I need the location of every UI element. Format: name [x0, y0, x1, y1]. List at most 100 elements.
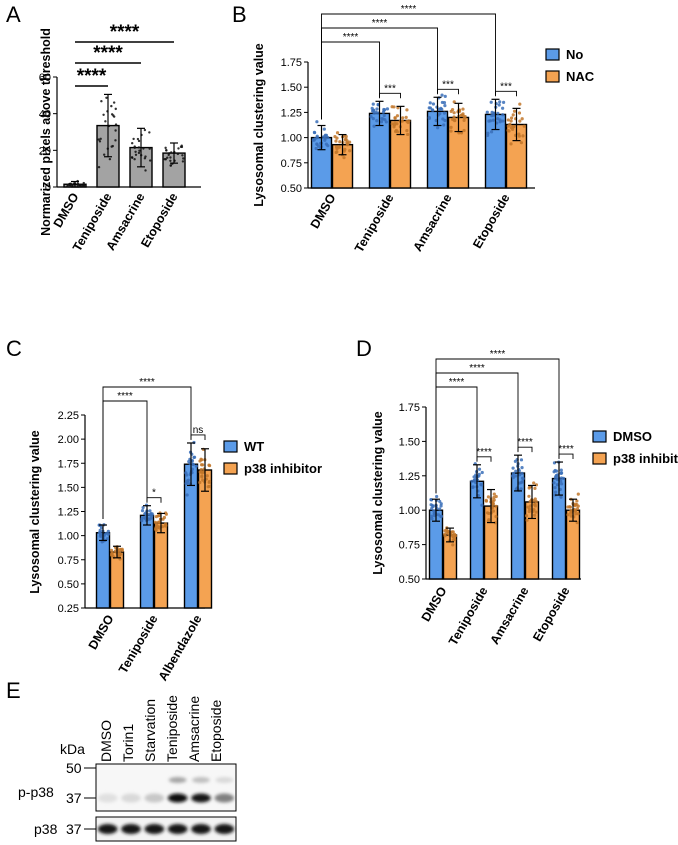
data-point	[569, 514, 573, 518]
data-point	[169, 156, 172, 159]
data-point	[326, 144, 330, 148]
data-point	[375, 119, 379, 123]
bar	[109, 551, 125, 609]
data-point	[371, 102, 375, 106]
data-point	[518, 102, 522, 106]
sig-bracket	[476, 456, 492, 462]
category-label: Albendazole	[156, 612, 205, 683]
data-point	[429, 497, 433, 502]
data-point	[345, 143, 350, 147]
blot-band	[191, 793, 211, 803]
blot-band	[167, 793, 188, 803]
data-point	[140, 519, 144, 523]
bands	[97, 777, 235, 834]
data-point	[486, 133, 490, 137]
data-point	[533, 502, 537, 507]
data-point	[532, 513, 537, 517]
marker-50: 50	[66, 760, 82, 776]
sig-bracket	[102, 400, 148, 520]
data-point	[82, 184, 86, 187]
data-point	[169, 159, 172, 162]
data-point	[143, 157, 147, 160]
blot-band	[97, 824, 118, 834]
data-point	[431, 102, 436, 106]
data-point	[100, 100, 103, 103]
data-point	[396, 106, 400, 110]
data-point	[114, 123, 118, 126]
data-point	[148, 131, 151, 134]
y-tick-label: 1.75	[58, 458, 79, 470]
data-point	[522, 124, 526, 128]
data-point	[509, 142, 513, 146]
chart-d: 0.50 0.75 1.00 1.25 1.50 1.75 Lysosomal cluste…	[371, 349, 678, 648]
sig-label: ****	[558, 444, 574, 455]
data-point	[372, 124, 376, 128]
data-point	[185, 479, 189, 483]
data-point	[406, 132, 410, 137]
blot-band	[144, 824, 165, 834]
data-point	[161, 517, 165, 521]
data-point	[315, 134, 319, 138]
data-point	[519, 458, 524, 462]
data-point	[164, 158, 168, 161]
lane-label-6: Etoposide	[208, 700, 224, 762]
data-point	[348, 140, 352, 144]
data-point	[334, 150, 338, 155]
legend-swatch	[223, 462, 238, 475]
data-point	[519, 141, 524, 145]
data-point	[428, 101, 432, 105]
data-point	[323, 138, 327, 142]
sig-bracket	[495, 90, 517, 97]
data-point	[106, 529, 110, 533]
data-point	[385, 107, 390, 111]
y-axis-label: Normarized pixels above threshold	[39, 28, 53, 236]
data-point	[191, 462, 195, 467]
data-point	[335, 131, 340, 135]
data-point	[206, 485, 210, 489]
sig-bracket	[321, 13, 496, 120]
data-point	[165, 149, 168, 152]
category-label: DMSO	[86, 612, 117, 652]
data-point	[501, 106, 505, 110]
data-point	[337, 145, 341, 149]
y-tick-label: 20	[39, 145, 51, 157]
blot-band-upper	[192, 777, 210, 783]
legend-label: p38 inhibitor	[613, 451, 678, 466]
data-point	[560, 482, 564, 486]
data-point	[405, 108, 409, 112]
data-point	[442, 123, 446, 127]
data-point	[502, 100, 506, 104]
legend-label: No	[566, 47, 583, 62]
panel-label-c: C	[6, 336, 22, 361]
data-point	[400, 119, 404, 123]
data-point	[509, 119, 513, 123]
data-point	[199, 467, 203, 472]
bar	[95, 532, 111, 609]
data-point	[315, 120, 319, 124]
data-point	[344, 134, 348, 139]
data-point	[142, 147, 145, 150]
data-point	[575, 503, 579, 507]
data-point	[494, 514, 498, 519]
y-tick-label: 1.50	[281, 82, 302, 94]
data-point	[182, 157, 185, 160]
data-point	[506, 128, 510, 133]
data-point	[148, 147, 151, 150]
blot-band-upper	[168, 777, 187, 783]
data-point	[462, 128, 466, 133]
data-point	[480, 470, 484, 475]
data-point	[519, 487, 523, 491]
data-point	[427, 115, 431, 120]
data-point	[104, 120, 107, 123]
data-point	[169, 164, 173, 167]
y-axis-label: Lysosomal clustering value	[371, 411, 385, 575]
sig-bracket	[437, 88, 459, 95]
data-point	[134, 150, 137, 154]
data-point	[520, 465, 524, 470]
data-point	[437, 513, 441, 517]
data-point	[334, 139, 338, 143]
data-point	[156, 520, 161, 524]
y-tick-label: 1.00	[58, 531, 79, 543]
data-point	[102, 113, 105, 116]
